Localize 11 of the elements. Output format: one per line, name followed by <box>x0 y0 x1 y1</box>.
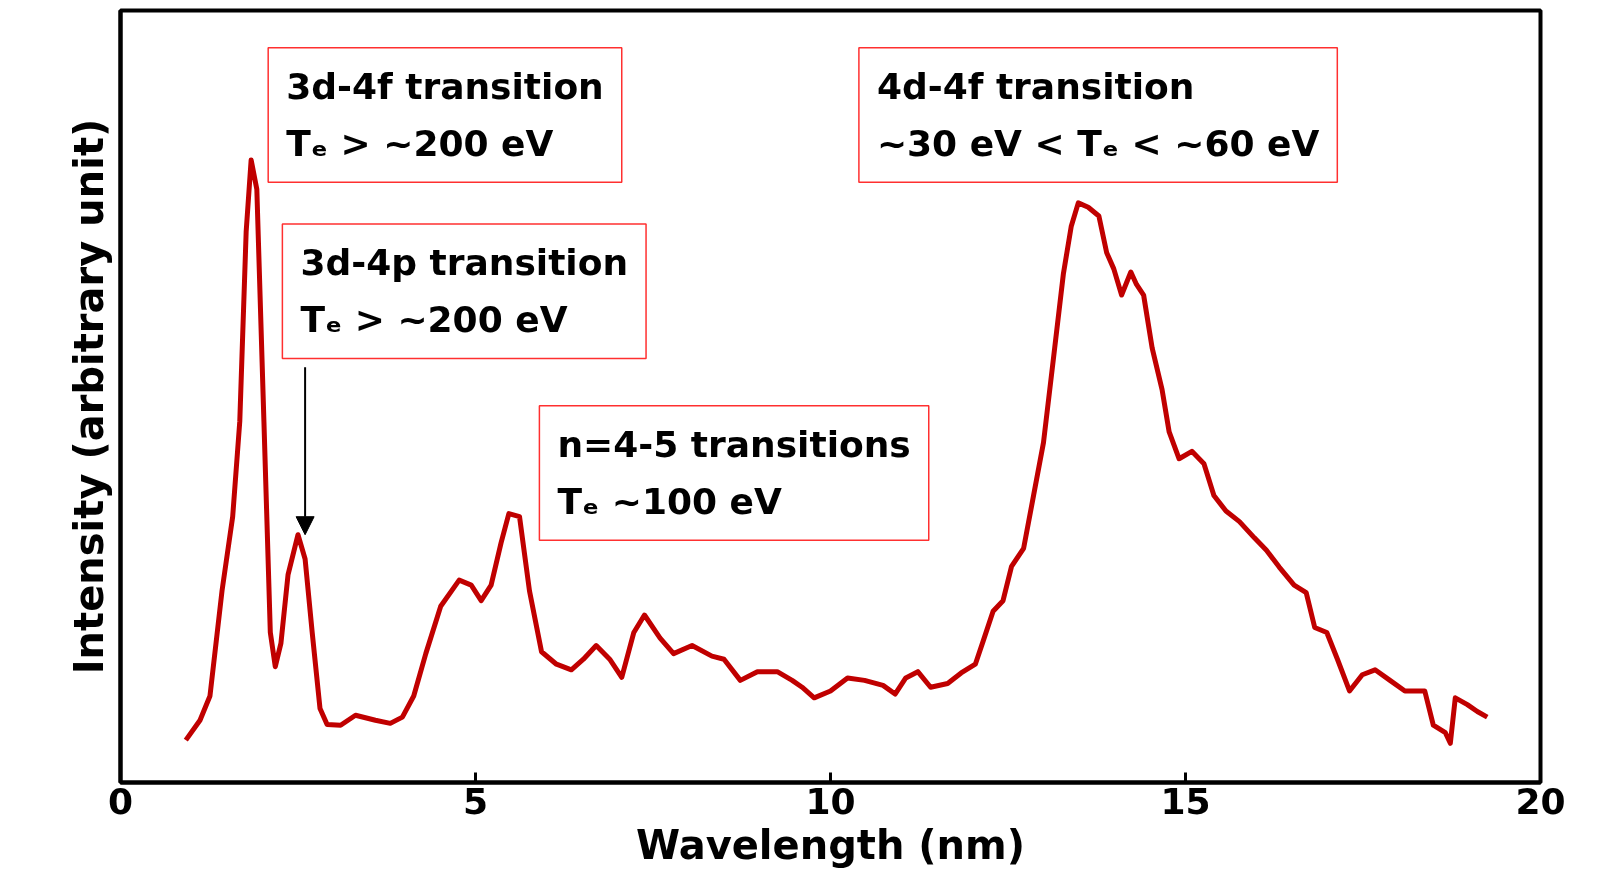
annotation: 4d-4f transition ~30 eV < Tₑ < ~60 eV <box>876 65 1320 165</box>
annotation: 3d-4p transition Tₑ > ~200 eV <box>300 242 629 341</box>
annotation: 3d-4f transition Tₑ > ~200 eV <box>286 65 604 165</box>
x-tick-label: 0 <box>107 780 134 822</box>
annotation: n=4-5 transitions Tₑ ~100 eV <box>557 423 911 523</box>
x-tick-label: 20 <box>1515 780 1566 822</box>
x-tick-label: 5 <box>462 780 489 822</box>
x-tick-label: 10 <box>805 780 856 822</box>
x-axis-title: Wavelength (nm) <box>635 821 1026 868</box>
x-tick-label: 15 <box>1160 780 1211 822</box>
y-axis-title: Intensity (arbitrary unit) <box>65 118 112 675</box>
